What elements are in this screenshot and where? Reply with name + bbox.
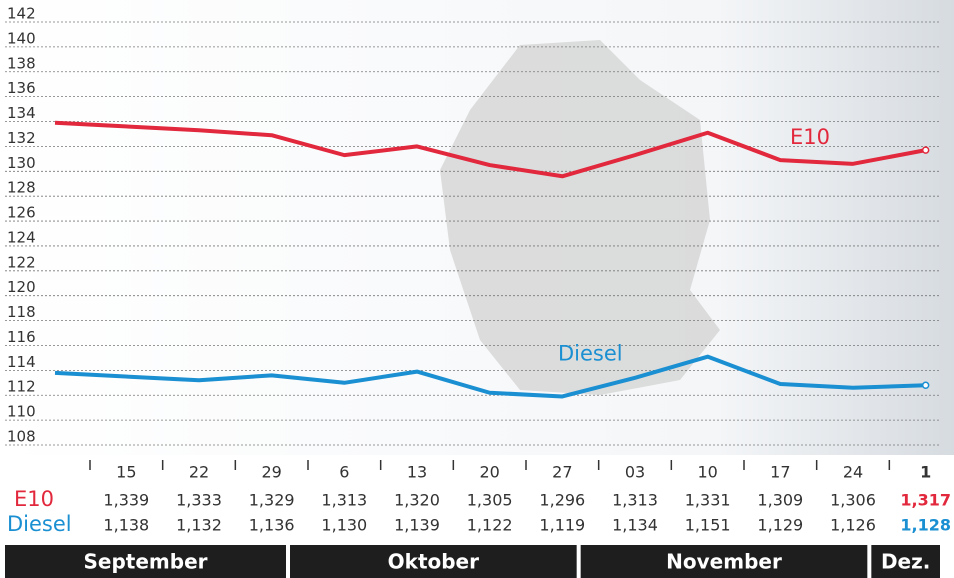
value-label: 1,122 <box>467 516 513 535</box>
y-tick-label: 108 <box>7 428 36 446</box>
value-label: 1,129 <box>757 516 803 535</box>
value-label: 1,331 <box>685 491 731 510</box>
value-label: 1,339 <box>103 491 149 510</box>
y-tick-label: 110 <box>7 403 36 421</box>
y-tick-label: 120 <box>7 278 36 296</box>
value-label: 1,132 <box>176 516 222 535</box>
value-label: 1,333 <box>176 491 222 510</box>
value-label: 1,130 <box>321 516 367 535</box>
month-label: Dez. <box>881 550 930 574</box>
end-point <box>923 147 929 153</box>
value-label: 1,313 <box>321 491 367 510</box>
row-label: E10 <box>14 487 54 511</box>
month-label: Oktober <box>388 550 479 574</box>
day-label: 24 <box>843 463 863 482</box>
y-tick-label: 132 <box>7 129 36 147</box>
day-label: 15 <box>116 463 136 482</box>
value-label: 1,126 <box>830 516 876 535</box>
y-tick-label: 118 <box>7 303 36 321</box>
value-label: 1,128 <box>900 516 951 535</box>
value-label: 1,317 <box>900 491 951 510</box>
value-label: 1,306 <box>830 491 876 510</box>
y-tick-label: 122 <box>7 253 36 271</box>
day-label: 27 <box>552 463 572 482</box>
y-tick-label: 140 <box>7 29 36 47</box>
y-tick-label: 112 <box>7 378 36 396</box>
value-label: 1,136 <box>249 516 295 535</box>
value-label: 1,138 <box>103 516 149 535</box>
month-label: September <box>84 550 208 574</box>
value-label: 1,134 <box>612 516 658 535</box>
y-tick-label: 138 <box>7 54 36 72</box>
y-tick-label: 124 <box>7 228 36 246</box>
day-label: 10 <box>697 463 717 482</box>
series-label: E10 <box>790 125 830 149</box>
day-label: 20 <box>479 463 499 482</box>
series-label: Diesel <box>558 341 623 365</box>
y-tick-label: 116 <box>7 328 36 346</box>
y-tick-label: 136 <box>7 79 36 97</box>
day-label: 6 <box>339 463 349 482</box>
y-tick-label: 128 <box>7 179 36 197</box>
day-label: 22 <box>189 463 209 482</box>
day-label: 1 <box>920 463 931 482</box>
y-tick-label: 126 <box>7 204 36 222</box>
value-label: 1,296 <box>539 491 585 510</box>
day-label: 17 <box>770 463 790 482</box>
y-tick-label: 134 <box>7 104 36 122</box>
row-label: Diesel <box>7 512 72 536</box>
chart: 1081101121141161181201221241261281301321… <box>0 0 954 578</box>
value-label: 1,119 <box>539 516 585 535</box>
y-tick-label: 142 <box>7 5 36 23</box>
value-label: 1,151 <box>685 516 731 535</box>
day-label: 29 <box>261 463 281 482</box>
value-label: 1,320 <box>394 491 440 510</box>
value-label: 1,309 <box>757 491 803 510</box>
value-label: 1,305 <box>467 491 513 510</box>
day-label: 13 <box>407 463 427 482</box>
month-label: November <box>666 550 782 574</box>
end-point <box>923 382 929 388</box>
y-tick-label: 114 <box>7 353 36 371</box>
value-label: 1,313 <box>612 491 658 510</box>
value-label: 1,329 <box>249 491 295 510</box>
value-label: 1,139 <box>394 516 440 535</box>
day-label: 03 <box>625 463 645 482</box>
y-tick-label: 130 <box>7 154 36 172</box>
